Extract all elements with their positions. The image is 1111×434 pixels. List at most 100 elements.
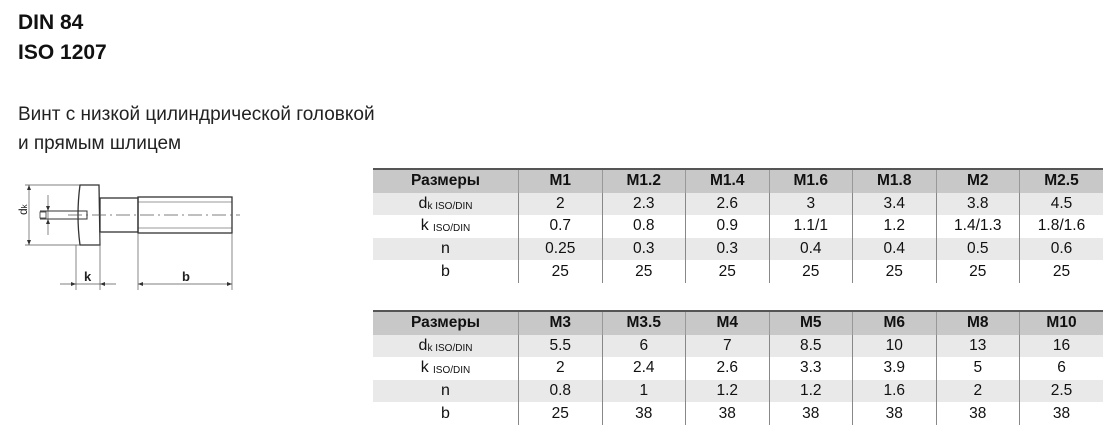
value-cell: 1.8/1.6: [1019, 215, 1103, 238]
row-label-sub: ISO/DIN: [433, 223, 471, 235]
screw-drawing: dk k b: [16, 184, 240, 290]
value-cell: 25: [935, 260, 1020, 283]
value-cell: 0.4: [852, 237, 936, 261]
row-label: k: [420, 217, 429, 235]
row-label: n: [441, 240, 450, 258]
value-cell: 0.5: [935, 237, 1020, 261]
row-label-cell: dk ISO/DIN: [373, 334, 519, 358]
description-line: и прямым шлицем: [18, 133, 182, 154]
iso-title: ISO 1207: [18, 41, 107, 64]
row-label-cell: n: [373, 379, 519, 403]
value-cell: 1.1/1: [768, 215, 853, 238]
size-header: M1.6: [768, 168, 853, 193]
value-cell: 3.3: [768, 357, 853, 380]
value-cell: 38: [935, 402, 1020, 425]
size-header: M1: [518, 168, 602, 193]
value-cell: 25: [768, 260, 853, 283]
value-cell: 8.5: [768, 334, 853, 358]
value-cell: 38: [1019, 402, 1103, 425]
value-cell: 25: [518, 260, 602, 283]
b-label: b: [182, 269, 190, 284]
standard-title: DIN 84 ISO 1207: [18, 8, 107, 68]
value-cell: 25: [685, 260, 769, 283]
dk-label: dk: [16, 203, 30, 215]
row-label-cell: b: [373, 402, 519, 425]
row-label-cell: dk ISO/DIN: [373, 192, 519, 216]
value-cell: 2.3: [601, 192, 686, 216]
size-header: M4: [685, 310, 769, 335]
size-header: M3: [518, 310, 602, 335]
dimensions-table-2: Размеры M3 M3.5 M4 M5 M6 M8 M10 dk ISO/DIN 5.5 6 7 8…: [373, 310, 1103, 425]
value-cell: 3: [768, 192, 853, 216]
value-cell: 38: [601, 402, 686, 425]
row-b: b 25 25 25 25 25 25 25: [373, 260, 1103, 283]
size-header: M5: [768, 310, 853, 335]
value-cell: 2: [518, 357, 602, 380]
size-header: M2: [935, 168, 1020, 193]
value-cell: 2.4: [601, 357, 686, 380]
value-cell: 2.6: [685, 192, 769, 216]
dimensions-table-1: Размеры M1 M1.2 M1.4 M1.6 M1.8 M2 M2.5 dk ISO/DI…: [373, 168, 1103, 283]
header-row: Размеры M3 M3.5 M4 M5 M6 M8 M10: [373, 310, 1103, 335]
row-label: n: [441, 382, 450, 400]
row-label: k: [420, 359, 429, 377]
value-cell: 25: [1019, 260, 1103, 283]
row-dk: dk ISO/DIN 5.5 6 7 8.5 10 13 16: [373, 334, 1103, 358]
row-label-cell: k ISO/DIN: [373, 215, 519, 238]
size-header: M10: [1019, 310, 1103, 335]
value-cell: 0.7: [518, 215, 602, 238]
value-cell: 1.2: [768, 379, 853, 403]
row-label-cell: n: [373, 237, 519, 261]
row-label-sub: k ISO/DIN: [427, 200, 473, 212]
din-title: DIN 84: [18, 11, 84, 34]
value-cell: 25: [601, 260, 686, 283]
value-cell: 1.2: [685, 379, 769, 403]
row-n: n 0.8 1 1.2 1.2 1.6 2 2.5: [373, 379, 1103, 403]
size-header: M3.5: [601, 310, 686, 335]
product-description: Винт с низкой цилиндрической головкой и …: [18, 100, 375, 158]
size-header: M1.4: [685, 168, 769, 193]
value-cell: 0.9: [685, 215, 769, 238]
value-cell: 38: [685, 402, 769, 425]
row-label: b: [441, 404, 450, 422]
size-header: M2.5: [1019, 168, 1103, 193]
row-n: n 0.25 0.3 0.3 0.4 0.4 0.5 0.6: [373, 237, 1103, 261]
value-cell: 25: [518, 402, 602, 425]
value-cell: 0.4: [768, 237, 853, 261]
description-line: Винт с низкой цилиндрической головкой: [18, 104, 375, 125]
value-cell: 0.8: [518, 379, 602, 403]
value-cell: 5.5: [518, 334, 602, 358]
value-cell: 3.4: [852, 192, 936, 216]
value-cell: 5: [935, 357, 1020, 380]
value-cell: 3.8: [935, 192, 1020, 216]
value-cell: 6: [601, 334, 686, 358]
value-cell: 6: [1019, 357, 1103, 380]
value-cell: 16: [1019, 334, 1103, 358]
value-cell: 4.5: [1019, 192, 1103, 216]
row-label: d: [418, 194, 428, 212]
value-cell: 0.3: [601, 237, 686, 261]
value-cell: 38: [852, 402, 936, 425]
row-label-sub: k ISO/DIN: [427, 342, 473, 354]
value-cell: 1.6: [852, 379, 936, 403]
value-cell: 1.2: [852, 215, 936, 238]
value-cell: 0.8: [601, 215, 686, 238]
row-label-cell: k ISO/DIN: [373, 357, 519, 380]
row-label-cell: b: [373, 260, 519, 283]
size-header: M8: [935, 310, 1020, 335]
sizes-header: Размеры: [373, 310, 519, 335]
value-cell: 1.4/1.3: [935, 215, 1020, 238]
size-header: M6: [852, 310, 936, 335]
size-header: M1.2: [601, 168, 686, 193]
value-cell: 2.6: [685, 357, 769, 380]
row-b: b 25 38 38 38 38 38 38: [373, 402, 1103, 425]
sizes-header: Размеры: [373, 168, 519, 193]
value-cell: 3.9: [852, 357, 936, 380]
value-cell: 2.5: [1019, 379, 1103, 403]
value-cell: 7: [685, 334, 769, 358]
row-dk: dk ISO/DIN 2 2.3 2.6 3 3.4 3.8 4.5: [373, 192, 1103, 216]
value-cell: 2: [518, 192, 602, 216]
row-k: k ISO/DIN 2 2.4 2.6 3.3 3.9 5 6: [373, 357, 1103, 380]
value-cell: 25: [852, 260, 936, 283]
k-label: k: [84, 269, 92, 284]
